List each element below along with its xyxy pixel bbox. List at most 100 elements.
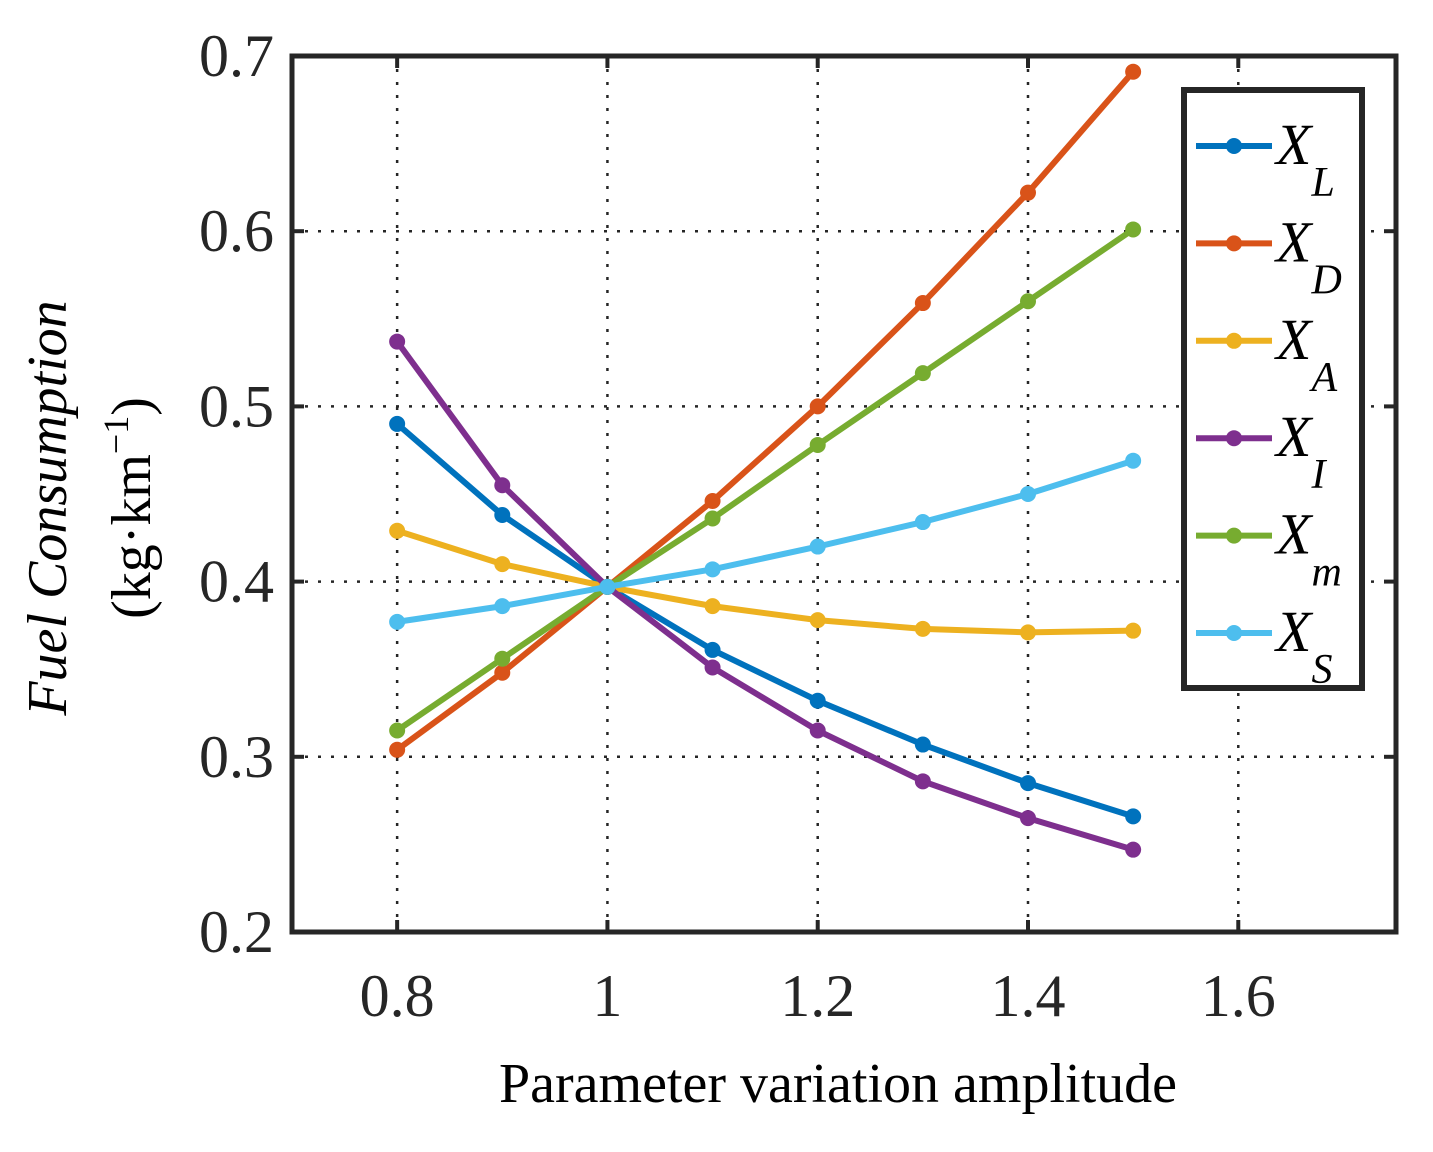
y-tick-label: 0.2	[199, 899, 274, 965]
y-tick-label: 0.4	[199, 549, 274, 615]
series-line	[394, 339, 1135, 853]
data-point	[389, 741, 406, 758]
data-point	[704, 510, 721, 527]
y-tick-label: 0.7	[199, 23, 274, 89]
series-m	[389, 221, 1142, 739]
series-line	[395, 69, 1136, 753]
series-line	[395, 226, 1135, 733]
data-point	[389, 613, 406, 630]
data-point	[704, 598, 721, 615]
data-point	[389, 415, 406, 432]
legend-label-main: X	[1274, 307, 1314, 372]
legend-entry: XI	[1196, 404, 1327, 498]
legend-entry: Xm	[1196, 502, 1342, 596]
legend-label-subscript: m	[1311, 550, 1341, 596]
data-point	[914, 736, 931, 753]
legend-swatch-marker	[1226, 235, 1242, 252]
y-tick-label: 0.3	[199, 724, 274, 790]
legend-entry: XS	[1196, 599, 1332, 693]
series-line	[395, 421, 1135, 820]
legend-label-subscript: L	[1310, 160, 1334, 206]
data-point	[914, 365, 931, 382]
series-S	[389, 452, 1142, 630]
legend-label: XL	[1274, 112, 1335, 206]
data-point	[1020, 184, 1036, 201]
data-point	[1020, 624, 1036, 641]
data-point	[389, 333, 406, 350]
x-tick-label: 1.6	[1201, 963, 1276, 1029]
legend-label: Xm	[1274, 502, 1342, 596]
data-point	[1020, 775, 1036, 792]
legend-label-subscript: I	[1310, 452, 1327, 498]
data-point	[1020, 486, 1036, 502]
legend-label: XI	[1274, 404, 1327, 498]
x-tick-label: 0.8	[360, 963, 435, 1029]
legend-label: XA	[1274, 307, 1337, 401]
data-point	[1125, 63, 1142, 80]
data-point	[914, 620, 931, 637]
legend-label-main: X	[1274, 209, 1314, 274]
data-point	[1125, 622, 1142, 639]
legend-swatch-marker	[1226, 138, 1242, 154]
data-point	[704, 659, 721, 676]
data-point	[1125, 221, 1142, 238]
data-point	[704, 493, 721, 510]
y-tick-label: 0.6	[199, 198, 274, 264]
data-point	[494, 598, 511, 615]
x-tick-label: 1	[592, 963, 622, 1029]
legend-entry: XL	[1196, 112, 1335, 206]
y-units-prefix: (kg·km	[101, 454, 163, 619]
legend-label-subscript: S	[1311, 647, 1332, 693]
legend-label: XD	[1274, 209, 1342, 303]
data-point	[1125, 808, 1142, 825]
data-point	[914, 514, 931, 531]
data-point	[1020, 810, 1036, 827]
data-point	[1125, 452, 1142, 469]
data-point	[809, 398, 826, 415]
data-point	[494, 477, 511, 494]
series-L	[389, 415, 1142, 825]
y-units-suffix: )	[101, 397, 163, 416]
x-tick-label: 1.2	[780, 963, 855, 1029]
data-point	[389, 722, 406, 739]
y-axis-title: Fuel Consumption	[17, 300, 79, 716]
legend-swatch-marker	[1226, 332, 1242, 349]
legend-entry: XD	[1196, 209, 1342, 303]
data-point	[389, 522, 406, 539]
data-point	[809, 612, 826, 629]
series-line	[396, 457, 1135, 625]
series-group	[389, 63, 1142, 858]
data-point	[494, 650, 511, 667]
y-axis-units: (kg·km−1)	[96, 397, 163, 619]
data-point	[704, 641, 721, 658]
legend-label-subscript: A	[1308, 355, 1337, 401]
data-point	[1125, 841, 1142, 858]
data-point	[914, 295, 931, 312]
data-point	[809, 692, 826, 709]
y-axis-title-line1: Fuel Consumption	[17, 300, 79, 716]
y-tick-label: 0.5	[199, 373, 274, 439]
series-line	[396, 527, 1134, 636]
plot-area-frame	[289, 53, 1399, 935]
series-I	[389, 333, 1142, 858]
legend-label-main: X	[1274, 599, 1314, 664]
legend-entry: XA	[1196, 307, 1337, 401]
legend-swatch-marker	[1226, 430, 1242, 447]
data-point	[494, 507, 511, 524]
data-point	[599, 578, 616, 595]
legend-swatch-marker	[1226, 527, 1242, 544]
legend-label-subscript: D	[1310, 257, 1341, 303]
legend-label-main: X	[1274, 502, 1314, 567]
legend-label-main: X	[1274, 404, 1314, 469]
data-point	[704, 561, 721, 578]
axis-ticks: 0.8 1 1.2 1.4 1.6 0.2 0.3 0.4 0.5 0.6 0.7	[199, 23, 1396, 1029]
legend-label-main: X	[1274, 112, 1314, 177]
x-tick-label: 1.4	[991, 963, 1066, 1029]
data-point	[494, 556, 511, 573]
x-axis-title: Parameter variation amplitude	[499, 1053, 1177, 1115]
legend-label: XS	[1274, 599, 1332, 693]
y-axis-title-line2: (kg·km−1)	[96, 397, 163, 619]
data-point	[809, 722, 826, 739]
